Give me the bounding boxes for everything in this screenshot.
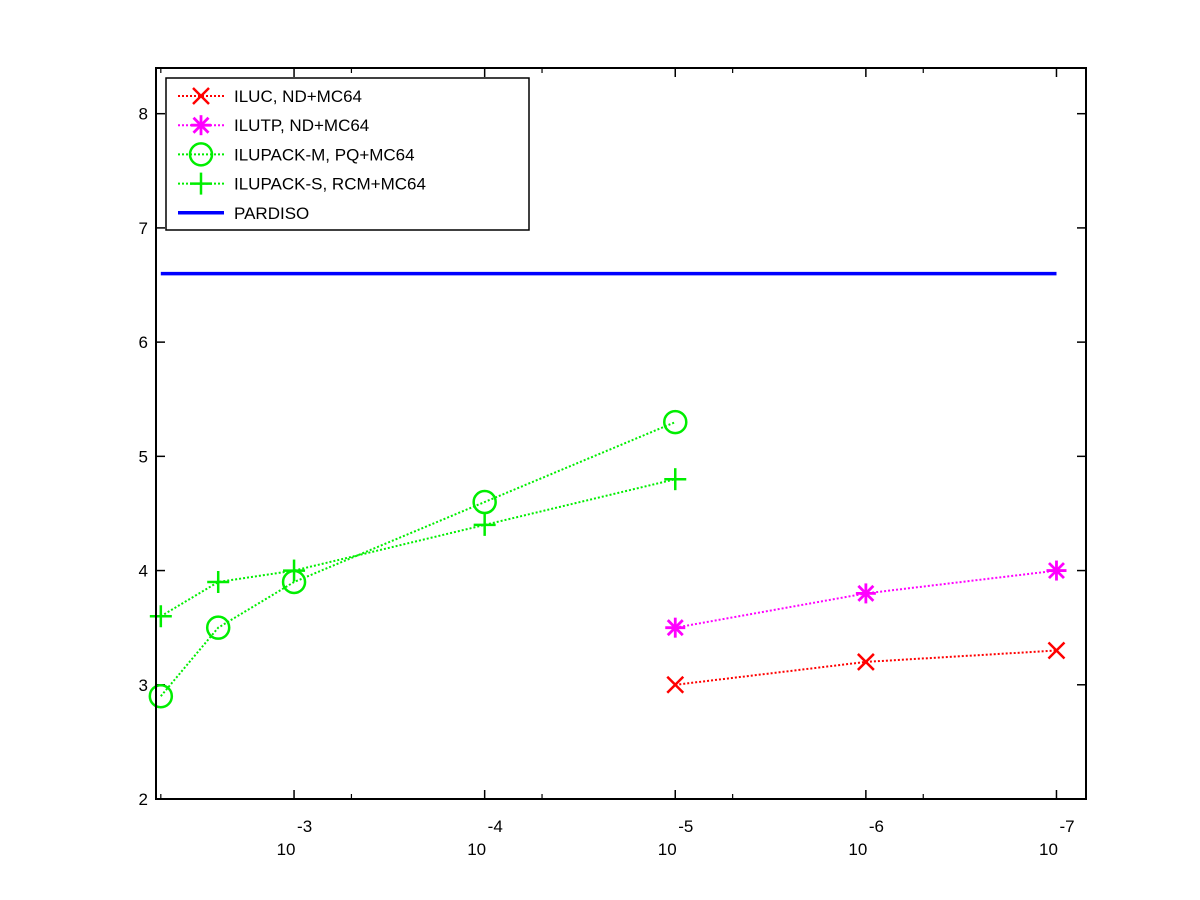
legend-entry: ILUTP, ND+MC64 [178,115,369,136]
legend: ILUC, ND+MC64 ILUTP, ND+MC64 ILUPACK-M, PQ… [165,77,530,231]
x-tick-label-base: 10 [277,840,296,859]
y-tick-label: 6 [139,333,148,352]
data-point [1046,560,1067,581]
data-point [205,615,231,640]
legend-label: ILUC, ND+MC64 [234,87,362,106]
legend-label: ILUTP, ND+MC64 [234,116,369,135]
data-point [664,468,687,491]
data-point [149,605,172,628]
y-tick-label: 4 [139,562,148,581]
legend-entry: ILUPACK-M, PQ+MC64 [178,142,415,167]
data-point [207,570,230,593]
legend-entry: PARDISO [178,204,309,223]
y-tick-label: 5 [139,447,148,466]
y-tick-label: 7 [139,219,148,238]
y-tick-label: 2 [139,790,148,809]
series-3 [149,468,687,628]
data-point [283,559,306,582]
x-tick-label-base: 10 [848,840,867,859]
data-point [148,683,174,709]
legend-marker [192,87,210,105]
series-line [160,421,676,697]
legend-marker [188,142,214,167]
legend-label: ILUPACK-M, PQ+MC64 [234,145,415,164]
legend-marker [191,115,211,136]
legend-entry: ILUPACK-S, RCM+MC64 [178,172,426,195]
data-point [855,583,876,604]
series-1 [665,560,1067,638]
legend-label: ILUPACK-S, RCM+MC64 [234,175,426,194]
series-0 [666,641,1066,694]
y-tick-label: 8 [139,105,148,124]
x-tick-label-base: 10 [467,840,486,859]
data-point [663,409,688,435]
x-tick-label-exponent: -4 [488,817,503,836]
x-tick-label-exponent: -3 [297,817,312,836]
data-point [1047,641,1066,660]
plot-frame [155,67,1087,800]
y-tick-label: 3 [139,676,148,695]
x-tick-label-exponent: -6 [869,817,884,836]
data-point [665,617,686,638]
data-point [666,675,685,694]
series-layer [148,271,1067,709]
x-tick-label-base: 10 [1039,840,1058,859]
legend-marker [190,172,212,195]
x-tick-label-base: 10 [658,840,677,859]
x-tick-label-exponent: -5 [678,817,693,836]
legend-box [165,77,530,231]
data-point [472,489,497,515]
legend-entry: ILUC, ND+MC64 [178,87,362,106]
data-point [856,653,875,671]
data-point [473,513,496,536]
series-line [160,478,676,618]
legend-label: PARDISO [234,204,309,223]
x-tick-label-exponent: -7 [1059,817,1074,836]
